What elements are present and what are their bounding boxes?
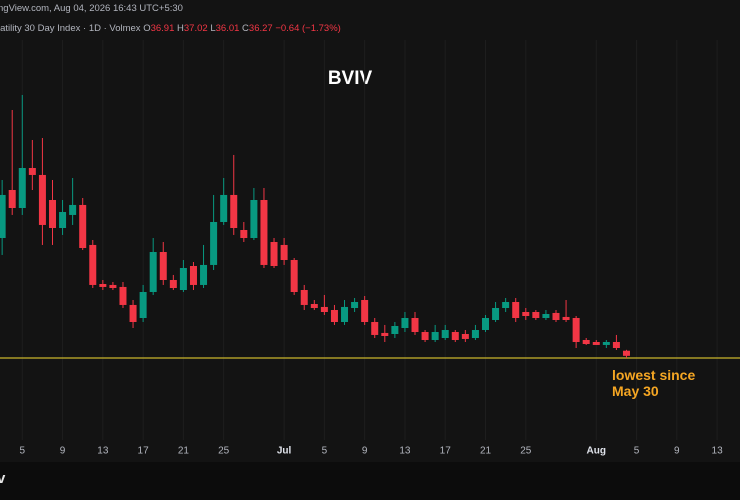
- candle-body: [451, 332, 459, 340]
- candle-body: [260, 200, 268, 265]
- candle-body: [361, 300, 369, 322]
- x-tick-label: 25: [218, 446, 230, 457]
- candle-body: [492, 308, 500, 320]
- candle-body: [280, 244, 288, 260]
- chart-title: BVIV: [328, 68, 373, 89]
- candle-body: [411, 318, 419, 332]
- candle-body: [119, 286, 127, 305]
- candle-body: [622, 350, 630, 356]
- candle-body: [230, 194, 238, 228]
- candle-body: [139, 292, 147, 318]
- candle-body: [522, 312, 530, 316]
- candle-body: [210, 222, 218, 265]
- x-tick-label: 9: [362, 446, 368, 457]
- candle-body: [381, 332, 389, 336]
- chart: BVIV 5 9 13 17 21 25 Jul 5 9 13 17 21 25 Aug 5 9 13: [0, 40, 740, 457]
- ohlc-prefix: H: [177, 23, 184, 34]
- candle-body: [310, 304, 318, 308]
- candle-body: [8, 190, 16, 208]
- candle-body: [572, 318, 580, 342]
- x-tick-label: 21: [178, 446, 190, 457]
- x-tick-label: 13: [97, 446, 109, 457]
- candle-body: [69, 204, 77, 215]
- x-tick-label: 9: [60, 446, 66, 457]
- ohlc-value: 36.27: [248, 23, 273, 34]
- x-tick-label: 5: [322, 446, 328, 457]
- candle-body: [532, 312, 540, 318]
- x-tick-label: 13: [399, 446, 411, 457]
- candle-body: [240, 230, 248, 238]
- candle-body: [89, 244, 97, 285]
- candle-body: [502, 302, 510, 308]
- candle-body: [48, 200, 56, 228]
- logo: v: [0, 470, 6, 487]
- x-tick-label: 13: [712, 446, 724, 457]
- candle-body: [59, 212, 67, 228]
- candle-body: [220, 194, 228, 222]
- x-tick-label: 5: [19, 446, 25, 457]
- footer-bar: v: [0, 462, 740, 500]
- symbol-line: latility 30 Day Index · 1D · Volmex: [0, 23, 141, 34]
- candle-body: [320, 306, 328, 312]
- candle-body: [109, 284, 117, 288]
- candle-body: [582, 340, 590, 344]
- candle-body: [421, 332, 429, 340]
- candle-body: [391, 326, 399, 334]
- candle-body: [341, 306, 349, 322]
- candle-body: [512, 302, 520, 318]
- ohlc-prefix: L: [210, 23, 216, 34]
- x-tick-label: 9: [674, 446, 680, 457]
- x-tick-label: 17: [440, 446, 452, 457]
- candle-body: [461, 334, 469, 339]
- candle-body: [482, 318, 489, 330]
- candle-body: [431, 332, 439, 340]
- source-line: ngView.com, Aug 04, 2026 16:43 UTC+5:30: [0, 3, 183, 14]
- x-tick-label: Aug: [587, 446, 606, 457]
- candle-body: [99, 284, 107, 287]
- candle-body: [250, 200, 258, 238]
- x-tick-label: 5: [634, 446, 640, 457]
- candle-body: [159, 252, 167, 280]
- candle-body: [330, 310, 338, 322]
- ohlc-value: 36.01: [215, 23, 240, 34]
- candle-body: [471, 330, 479, 338]
- annotation: lowest since May 30: [612, 367, 696, 399]
- candle-body: [79, 204, 87, 248]
- candle-body: [562, 316, 570, 320]
- candle-body: [542, 314, 550, 318]
- candle-body: [149, 252, 157, 292]
- candle-body: [300, 290, 308, 305]
- candle-body: [200, 264, 208, 285]
- ohlc-prefix: O: [143, 23, 151, 34]
- x-tick-label: 25: [520, 446, 532, 457]
- candle-body: [179, 268, 187, 290]
- candle-body: [18, 168, 26, 208]
- symbol-legend: latility 30 Day Index · 1D · Volmex O36.…: [0, 23, 341, 34]
- x-tick-label: Jul: [277, 446, 292, 457]
- candle-body: [189, 266, 197, 285]
- candle-body: [401, 318, 409, 328]
- candle-body: [592, 342, 600, 345]
- candle-body: [371, 322, 379, 335]
- candle-body: [612, 342, 620, 348]
- candle-body: [38, 174, 46, 225]
- candle-body: [441, 330, 449, 338]
- candle-body: [552, 312, 560, 320]
- candle-body: [28, 168, 36, 175]
- candle-body: [602, 342, 610, 345]
- x-tick-label: 21: [480, 446, 492, 457]
- ohlc-value: 36.91: [150, 23, 175, 34]
- candle-body: [0, 194, 6, 238]
- change-label: −0.64 (−1.73%): [275, 23, 341, 34]
- candle-body: [351, 302, 359, 308]
- candle-body: [129, 304, 137, 322]
- x-tick-label: 17: [138, 446, 150, 457]
- candle-body: [290, 260, 298, 292]
- candle-body: [270, 242, 278, 266]
- candle-body: [169, 280, 177, 288]
- ohlc-prefix: C: [242, 23, 249, 34]
- ohlc-value: 37.02: [183, 23, 208, 34]
